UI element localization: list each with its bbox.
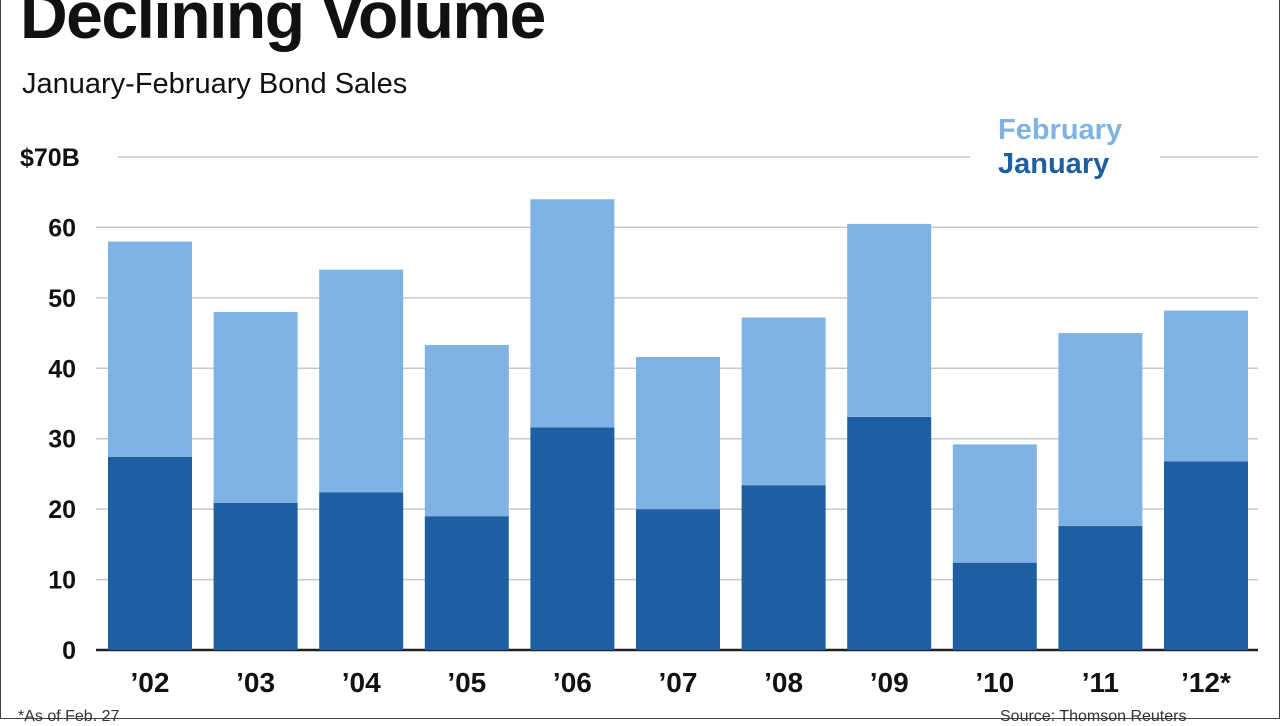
bar-february bbox=[1164, 310, 1248, 462]
bar-january bbox=[213, 502, 298, 650]
x-tick-label: ’03 bbox=[236, 667, 275, 698]
y-tick-label: 20 bbox=[48, 496, 76, 524]
x-tick-label: ’10 bbox=[975, 667, 1014, 698]
y-axis: 0 10 20 30 40 50 60 $70B bbox=[20, 144, 80, 665]
bar-january bbox=[847, 416, 932, 650]
bar-february bbox=[108, 241, 192, 458]
legend: February January bbox=[970, 113, 1160, 181]
bar-february bbox=[847, 223, 932, 417]
y-tick-label: 10 bbox=[48, 567, 76, 595]
y-tick-label: 40 bbox=[48, 355, 76, 383]
bar-february bbox=[636, 357, 720, 510]
bar-january bbox=[424, 516, 509, 650]
bar-january bbox=[636, 509, 720, 650]
x-tick-label: ’08 bbox=[764, 667, 803, 698]
bar-february bbox=[424, 345, 509, 517]
bar-february bbox=[952, 444, 1037, 563]
bar-january bbox=[1058, 526, 1143, 650]
bar-january bbox=[108, 457, 192, 650]
y-tick-label: 50 bbox=[48, 285, 76, 313]
x-tick-label: ’07 bbox=[659, 667, 698, 698]
x-tick-label: ’12* bbox=[1181, 667, 1231, 698]
y-tick-label: 60 bbox=[48, 214, 76, 242]
footnote: *As of Feb. 27 bbox=[18, 708, 120, 725]
legend-january: January bbox=[998, 148, 1110, 180]
y-tick-label: 30 bbox=[48, 426, 76, 454]
bar-february bbox=[741, 317, 826, 486]
x-axis: ’02 ’03 ’04 ’05 ’06 ’07 ’08 ’09 ’10 ’11 ’12* bbox=[131, 667, 1231, 698]
bar-february bbox=[530, 199, 615, 428]
bar-february bbox=[1058, 333, 1143, 527]
x-tick-label: ’02 bbox=[131, 667, 170, 698]
legend-february: February bbox=[998, 114, 1123, 146]
y-tick-label: $70B bbox=[20, 144, 80, 172]
bar-january bbox=[1164, 461, 1248, 650]
y-tick-label: 0 bbox=[62, 637, 76, 665]
source-note: Source: Thomson Reuters bbox=[1000, 708, 1187, 725]
bar-january bbox=[319, 492, 404, 650]
x-tick-label: ’09 bbox=[870, 667, 909, 698]
x-tick-label: ’11 bbox=[1082, 667, 1119, 698]
bar-january bbox=[952, 562, 1037, 650]
bar-february bbox=[319, 269, 404, 493]
chart-title: Declining Volume bbox=[20, 0, 546, 52]
x-tick-label: ’04 bbox=[342, 667, 381, 698]
chart-subtitle: January-February Bond Sales bbox=[22, 68, 408, 100]
bar-january bbox=[530, 427, 615, 650]
bar-february bbox=[213, 311, 298, 503]
x-tick-label: ’06 bbox=[553, 667, 592, 698]
bar-january bbox=[741, 485, 826, 650]
x-tick-label: ’05 bbox=[447, 667, 486, 698]
bar-group bbox=[108, 199, 1248, 650]
